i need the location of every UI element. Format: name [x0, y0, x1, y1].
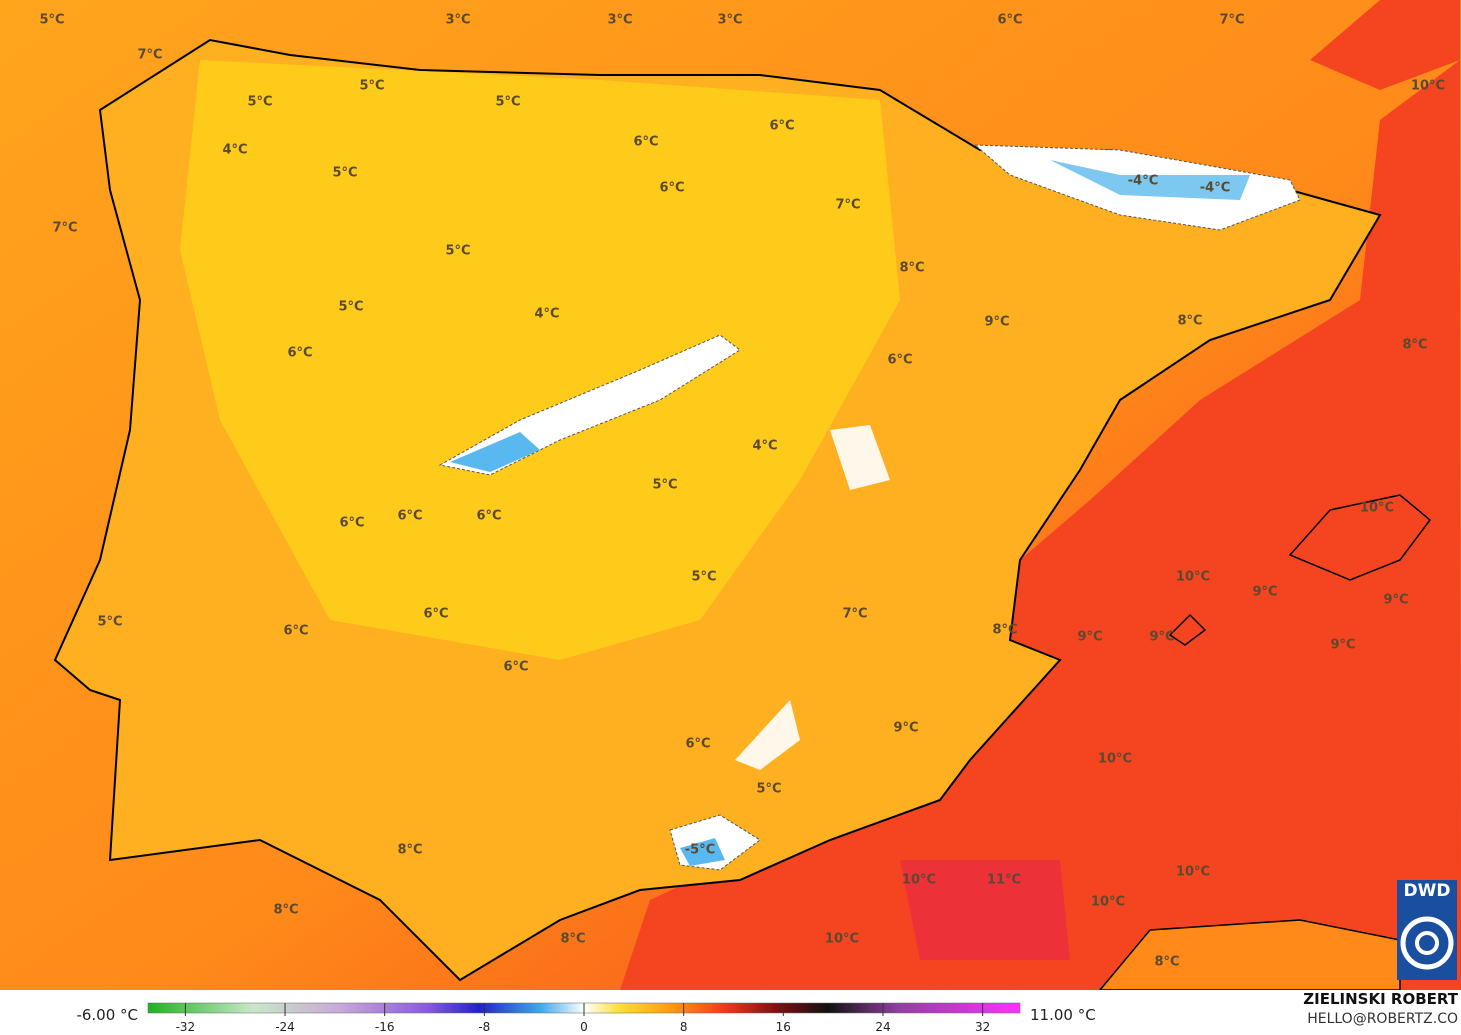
temperature-labels: 5°C 3°C 3°C 3°C 6°C 7°C 10°C 7°C 5°C 5°C 5°C 6°C 4°C…	[39, 13, 1445, 970]
temp-label: 7°C	[52, 221, 77, 236]
temp-label: 6°C	[397, 509, 422, 524]
temp-label: 5°C	[332, 166, 357, 181]
temp-label: 6°C	[659, 181, 684, 196]
contact: HELLO@ROBERTZ.CO	[1307, 1011, 1458, 1027]
temp-label: 8°C	[397, 843, 422, 858]
temp-label: 8°C	[560, 932, 585, 947]
colorbar-tick-label: 32	[975, 1020, 990, 1034]
temp-label: 6°C	[423, 607, 448, 622]
temp-label: 6°C	[476, 509, 501, 524]
temp-label: 6°C	[887, 353, 912, 368]
temp-label: 5°C	[359, 79, 384, 94]
colorbar-tick-label: -32	[176, 1020, 196, 1034]
warm-sea	[620, 60, 1460, 990]
temp-label: 8°C	[273, 903, 298, 918]
cold-patch	[830, 425, 890, 490]
temp-label: 10°C	[825, 932, 859, 947]
temp-label: 11°C	[987, 873, 1021, 888]
temp-label: 6°C	[769, 119, 794, 134]
temp-label: 10°C	[902, 873, 936, 888]
temp-label: -4°C	[1200, 181, 1230, 196]
map-area	[0, 0, 1461, 991]
cold-patch	[735, 700, 800, 770]
colorbar-tick-label: 8	[680, 1020, 688, 1034]
temp-label: 10°C	[1176, 570, 1210, 585]
temp-label: 10°C	[1411, 79, 1445, 94]
temp-label: 5°C	[652, 478, 677, 493]
sierra-core	[680, 838, 725, 866]
temp-label: 9°C	[1383, 593, 1408, 608]
temp-label: 8°C	[1177, 314, 1202, 329]
temp-label: 9°C	[984, 315, 1009, 330]
temp-label: 3°C	[717, 13, 742, 28]
colorbar-tick-label: 24	[875, 1020, 890, 1034]
temp-label: 8°C	[899, 261, 924, 276]
mallorca	[1288, 494, 1432, 581]
temp-label: 10°C	[1098, 752, 1132, 767]
temp-label: 8°C	[1154, 955, 1179, 970]
colorbar-min: -6.00 °C	[76, 1006, 138, 1024]
temp-label: 8°C	[1402, 338, 1427, 353]
temp-label: 6°C	[503, 660, 528, 675]
logo-icon	[1415, 931, 1439, 955]
temp-label: 4°C	[534, 307, 559, 322]
colorbar-tick-label: 16	[776, 1020, 791, 1034]
colorbar-max: 11.00 °C	[1030, 1006, 1096, 1024]
temp-label: 3°C	[607, 13, 632, 28]
temp-label: 5°C	[495, 95, 520, 110]
temp-label: 6°C	[633, 135, 658, 150]
temp-label: 6°C	[339, 516, 364, 531]
temp-label: 9°C	[1077, 630, 1102, 645]
temp-label: 4°C	[222, 143, 247, 158]
temp-label: 10°C	[1360, 501, 1394, 516]
temp-label: 6°C	[287, 346, 312, 361]
cool-interior	[180, 60, 900, 660]
temp-label: -4°C	[1128, 174, 1158, 189]
pyrenees-core	[1050, 160, 1250, 200]
temp-label: -5°C	[685, 843, 715, 858]
author: ZIELINSKI ROBERT	[1303, 990, 1458, 1008]
colorbar-tick-label: -8	[478, 1020, 490, 1034]
temp-label: 7°C	[842, 607, 867, 622]
dwd-text: DWD	[1404, 881, 1451, 901]
temp-label: 6°C	[997, 13, 1022, 28]
temp-label: 5°C	[97, 615, 122, 630]
warm-core	[900, 860, 1070, 960]
temp-label: 8°C	[992, 623, 1017, 638]
temp-label: 10°C	[1176, 865, 1210, 880]
temp-label: 7°C	[137, 48, 162, 63]
ibiza	[1168, 613, 1207, 646]
temp-label: 9°C	[1252, 585, 1277, 600]
colorbar-tick-label: -24	[275, 1020, 295, 1034]
temp-label: 5°C	[756, 782, 781, 797]
temp-label: 7°C	[835, 198, 860, 213]
colorbar-tick-label: -16	[375, 1020, 395, 1034]
gulf-lion	[1310, 0, 1460, 90]
temp-label: 5°C	[338, 300, 363, 315]
temp-label: 9°C	[893, 721, 918, 736]
temp-label: 9°C	[1330, 638, 1355, 653]
temp-label: 5°C	[39, 13, 64, 28]
temp-label: 5°C	[247, 95, 272, 110]
logo-icon	[1400, 916, 1454, 970]
cold-core	[450, 432, 540, 472]
temp-label: 5°C	[691, 570, 716, 585]
temp-label: 6°C	[283, 624, 308, 639]
temp-label: 9°C	[1149, 630, 1174, 645]
colorbar-tick-label: 0	[580, 1020, 588, 1034]
temp-label: 10°C	[1091, 895, 1125, 910]
temp-label: 3°C	[445, 13, 470, 28]
temp-label: 6°C	[685, 737, 710, 752]
temp-label: 4°C	[752, 439, 777, 454]
temp-label: 7°C	[1219, 13, 1244, 28]
temp-label: 5°C	[445, 244, 470, 259]
